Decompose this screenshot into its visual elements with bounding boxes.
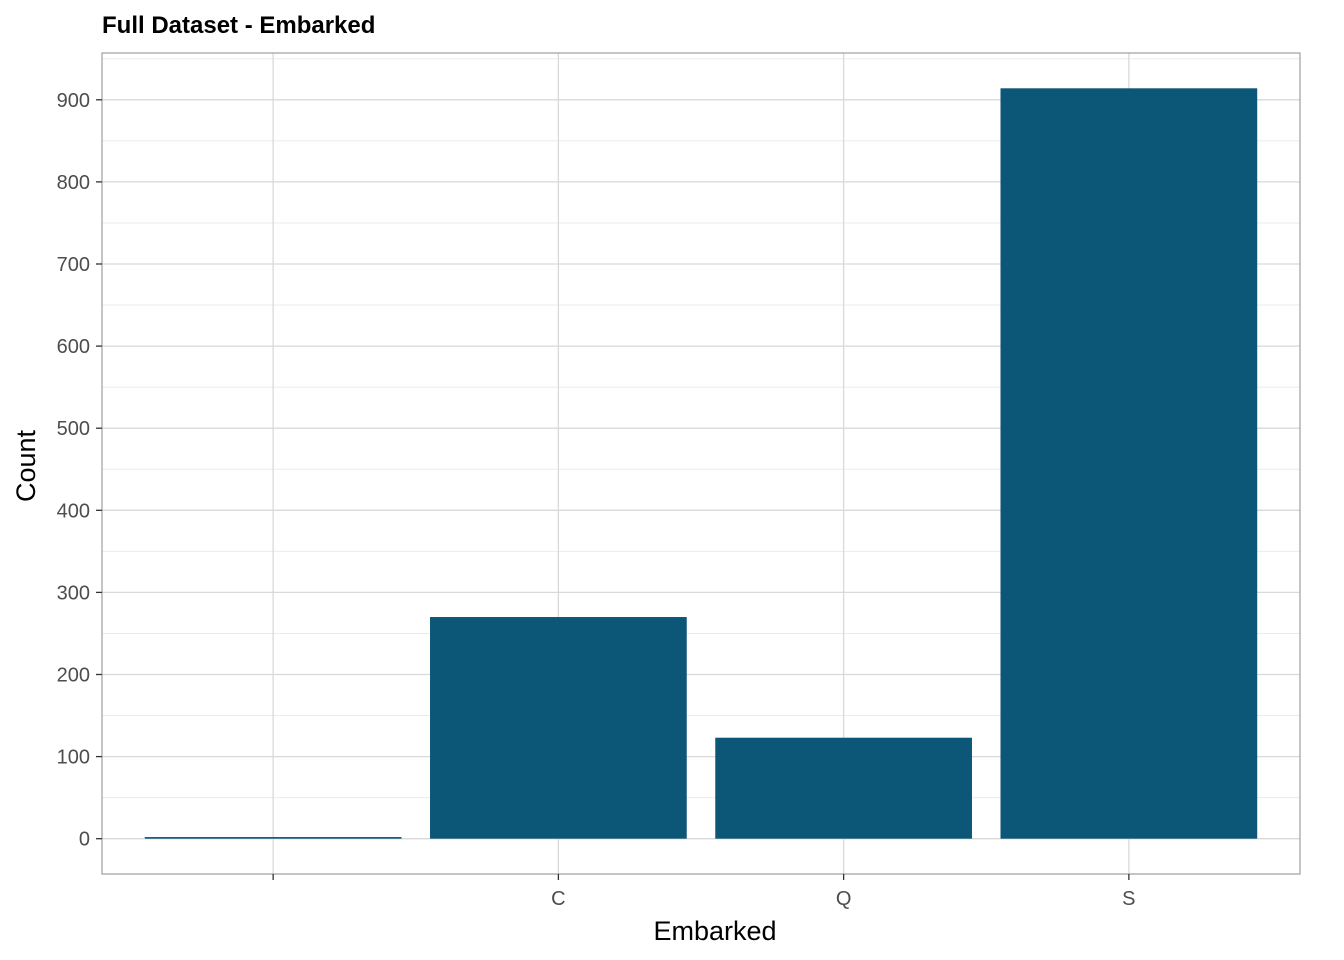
y-axis-title: Count xyxy=(11,429,41,502)
y-tick-label: 300 xyxy=(57,582,90,604)
x-tick-label: C xyxy=(551,888,565,910)
bar-C xyxy=(430,617,687,839)
y-tick-label: 600 xyxy=(57,336,90,358)
panel-border xyxy=(101,52,1301,875)
y-tick-label: 500 xyxy=(57,418,90,440)
y-tick-label: 200 xyxy=(57,664,90,686)
y-tick-label: 800 xyxy=(57,172,90,194)
x-tick-label: S xyxy=(1122,888,1135,910)
bar-Q xyxy=(715,737,972,839)
y-tick-label: 900 xyxy=(57,90,90,112)
y-tick-label: 100 xyxy=(57,747,90,769)
y-tick-label: 0 xyxy=(79,829,90,851)
chart-title: Full Dataset - Embarked xyxy=(102,12,375,39)
bar-S xyxy=(1000,88,1258,839)
bar-blank xyxy=(144,837,402,839)
x-axis-title: Embarked xyxy=(653,916,776,946)
x-tick-label: Q xyxy=(836,888,852,910)
plot-panel xyxy=(101,52,1301,875)
y-tick-label: 700 xyxy=(57,254,90,276)
y-tick-label: 400 xyxy=(57,500,90,522)
